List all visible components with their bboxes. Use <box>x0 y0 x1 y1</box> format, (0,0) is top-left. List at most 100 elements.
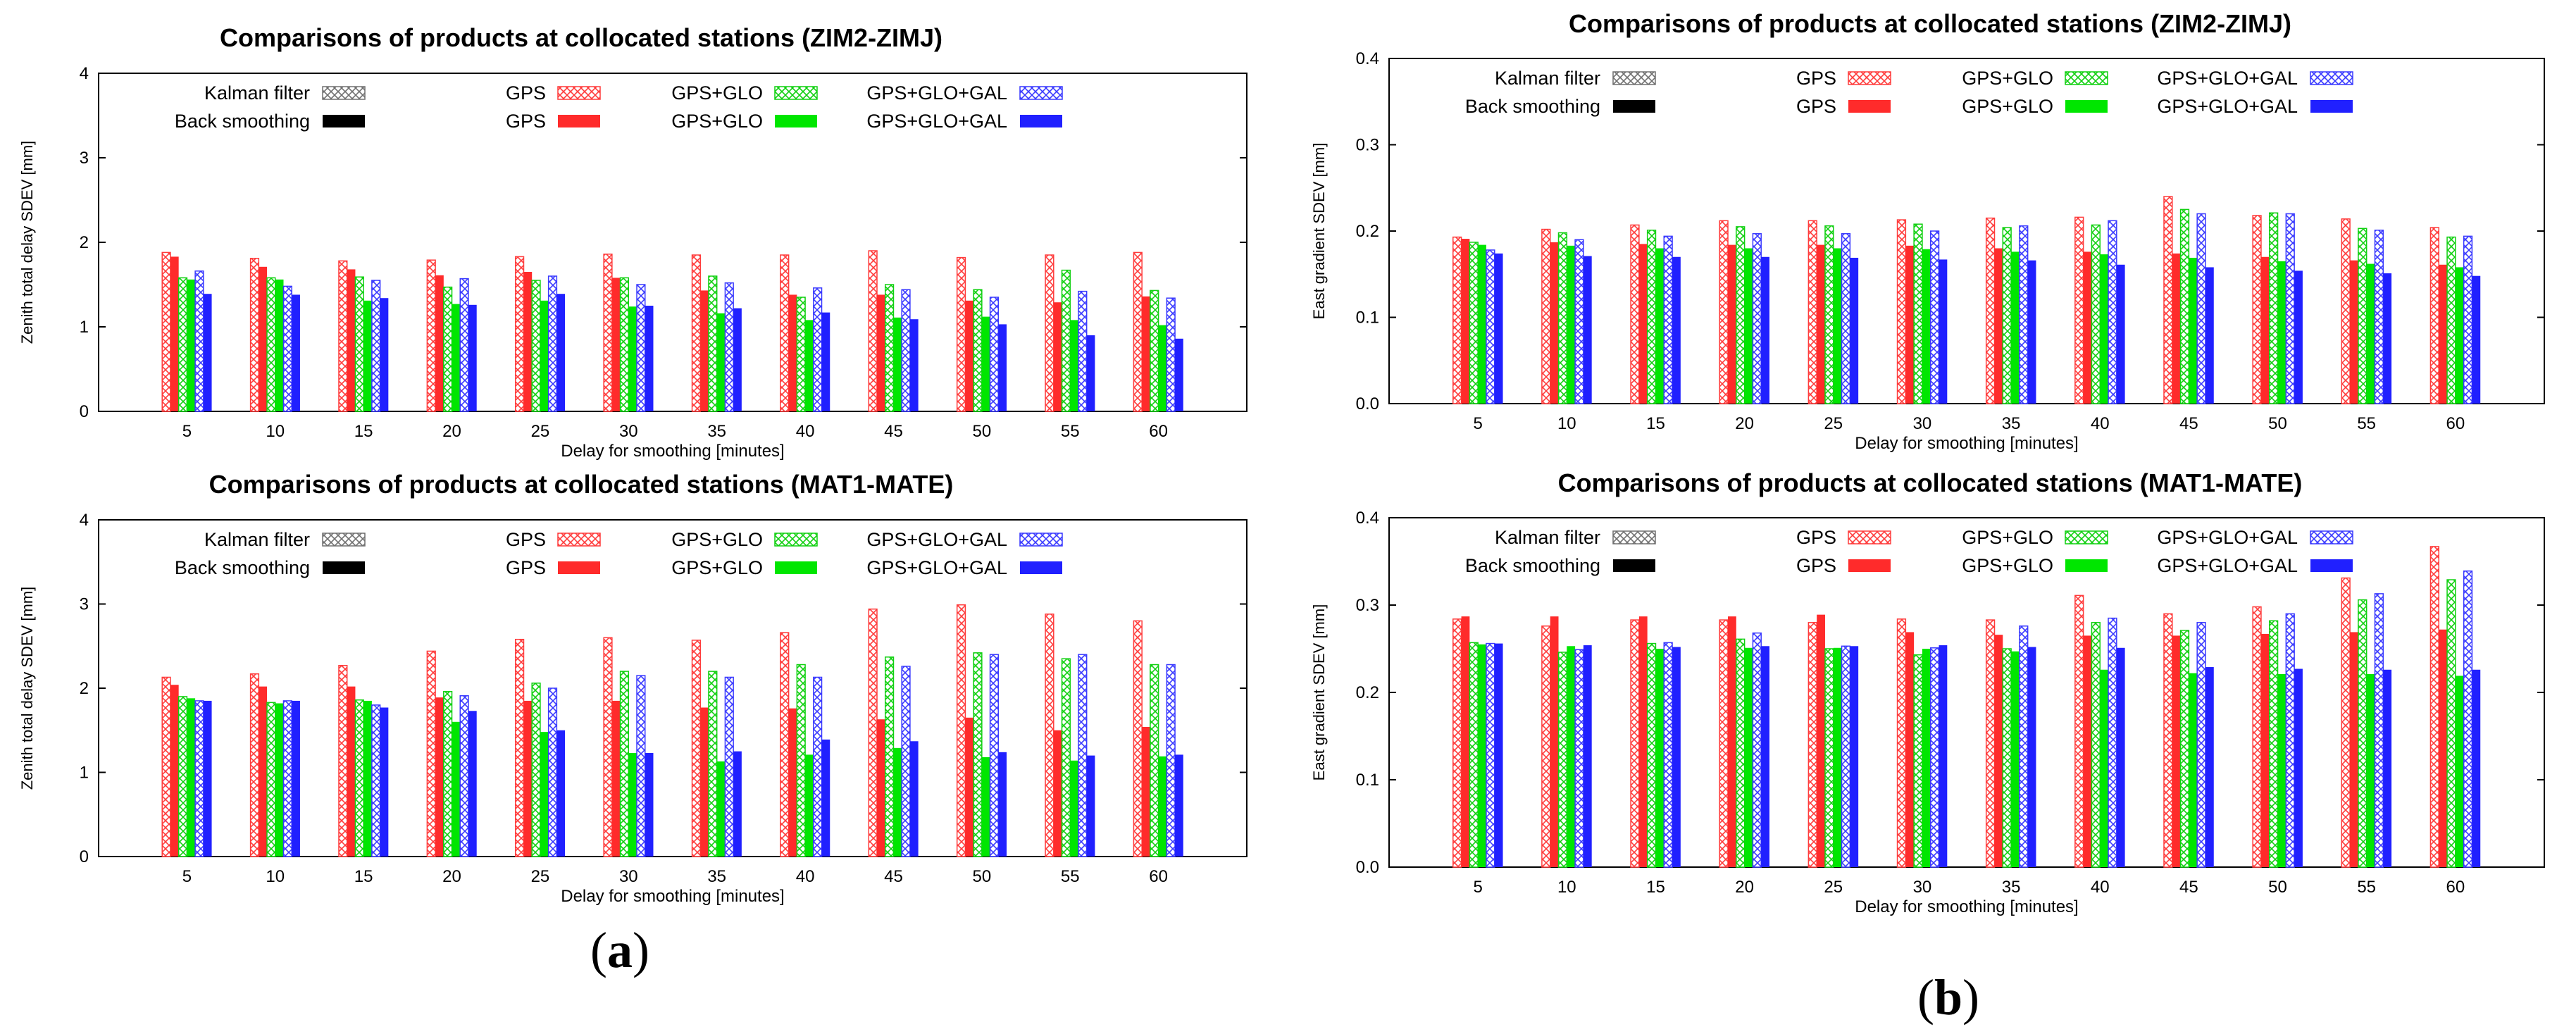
bar-gps-kalman-50 <box>956 604 966 857</box>
bar-gps-kalman-5 <box>161 251 171 412</box>
bar-gps-glo-back-35 <box>716 761 726 857</box>
x-tick-label: 35 <box>2002 414 2021 433</box>
y-tick-label: 0.1 <box>1356 771 1379 790</box>
bar-gps-kalman-45 <box>868 250 878 412</box>
bar-gps-glo-kalman-55 <box>1061 658 1071 857</box>
bar-gps-glo-gal-kalman-15 <box>371 280 381 412</box>
bar-gps-glo-kalman-45 <box>2179 630 2190 868</box>
bar-gps-glo-gal-back-25 <box>556 730 566 857</box>
bar-gps-glo-gal-kalman-15 <box>1663 235 1673 404</box>
legend-gps-glo-back-label: GPS+GLO <box>1962 555 2053 576</box>
x-tick-label: 15 <box>1646 414 1665 433</box>
bar-gps-back-40 <box>2083 635 2092 867</box>
bar-gps-back-35 <box>700 707 709 857</box>
bar-gps-glo-gal-kalman-45 <box>901 289 911 412</box>
bar-gps-glo-gal-kalman-5 <box>1486 249 1495 404</box>
x-tick-label: 30 <box>1913 878 1932 897</box>
x-tick-label: 30 <box>1913 414 1932 433</box>
bar-gps-kalman-35 <box>691 254 701 412</box>
bar-gps-glo-kalman-35 <box>2002 648 2012 868</box>
x-tick-label: 30 <box>619 867 638 886</box>
bar-gps-glo-gal-back-30 <box>1939 259 1948 404</box>
bar-gps-glo-kalman-50 <box>2268 212 2279 404</box>
bar-gps-kalman-50 <box>956 256 966 412</box>
bar-gps-back-40 <box>788 294 797 411</box>
x-tick-label: 35 <box>707 867 726 886</box>
x-axis-label: Delay for smoothing [minutes] <box>1855 897 2078 916</box>
bar-gps-glo-kalman-30 <box>619 671 630 857</box>
x-tick-label: 10 <box>266 867 285 886</box>
bar-gps-back-60 <box>2439 264 2448 404</box>
bar-gps-glo-gal-kalman-20 <box>1752 232 1762 404</box>
legend-gps-glo-gal-kalman-swatch <box>1019 86 1063 100</box>
bar-gps-kalman-5 <box>1452 618 1462 868</box>
bar-gps-glo-gal-back-15 <box>380 707 389 857</box>
x-tick-label: 40 <box>2091 414 2110 433</box>
legend-gps-kalman-swatch <box>1848 71 1891 85</box>
x-axis-label: Delay for smoothing [minutes] <box>1855 434 2078 453</box>
y-tick-label: 2 <box>80 679 89 698</box>
bar-gps-kalman-30 <box>1896 618 1907 868</box>
bar-gps-glo-gal-back-60 <box>2472 275 2481 404</box>
bar-gps-kalman-35 <box>691 640 701 857</box>
bar-gps-glo-gal-back-15 <box>380 298 389 411</box>
bar-gps-glo-gal-back-40 <box>821 312 830 411</box>
bar-gps-glo-gal-back-5 <box>203 700 212 857</box>
panel-label-b: (b) <box>1917 969 1979 1027</box>
bar-gps-glo-back-25 <box>540 732 549 857</box>
bar-gps-back-35 <box>1994 635 2003 867</box>
legend-gps-glo-gal-back-label: GPS+GLO+GAL <box>2157 555 2298 576</box>
bar-gps-glo-gal-back-55 <box>2383 669 2392 867</box>
bar-gps-kalman-10 <box>249 673 260 857</box>
bar-gps-glo-gal-back-5 <box>1494 253 1503 404</box>
bar-gps-back-5 <box>170 685 179 857</box>
legend-gps-glo-gal-back-swatch <box>2310 100 2353 113</box>
bar-gps-back-40 <box>788 708 797 857</box>
bar-gps-glo-kalman-25 <box>1824 648 1834 868</box>
bar-gps-back-40 <box>2083 251 2092 404</box>
bar-gps-glo-back-50 <box>2277 261 2286 404</box>
bar-gps-glo-gal-kalman-50 <box>2285 613 2295 868</box>
bar-gps-glo-back-25 <box>540 300 549 411</box>
legend-gps-glo-back-label: GPS+GLO <box>671 111 763 132</box>
bar-gps-kalman-15 <box>1630 619 1640 868</box>
bar-gps-kalman-40 <box>2074 216 2084 404</box>
bar-gps-glo-back-20 <box>1744 647 1753 867</box>
bar-gps-back-5 <box>1461 616 1470 867</box>
bar-gps-back-50 <box>2260 256 2270 404</box>
chart-title: Comparisons of products at collocated st… <box>1569 9 2291 38</box>
legend-gps-kalman-swatch <box>1848 530 1891 544</box>
legend-kalman-label: Kalman filter <box>1495 68 1600 89</box>
bar-gps-glo-back-15 <box>1655 248 1665 404</box>
x-tick-label: 50 <box>2268 878 2287 897</box>
bar-gps-glo-gal-back-5 <box>1494 643 1503 867</box>
x-tick-label: 15 <box>1646 878 1665 897</box>
bar-gps-glo-back-60 <box>1158 325 1167 411</box>
bar-gps-glo-gal-back-10 <box>292 294 300 411</box>
bar-gps-glo-gal-kalman-45 <box>2196 213 2206 404</box>
bar-gps-kalman-55 <box>2341 218 2351 404</box>
bar-gps-kalman-55 <box>2341 577 2351 868</box>
bar-gps-glo-gal-kalman-40 <box>813 676 823 857</box>
bar-gps-kalman-5 <box>1452 236 1462 404</box>
bar-gps-glo-kalman-5 <box>178 277 188 412</box>
bar-gps-glo-gal-kalman-30 <box>1929 230 1940 404</box>
y-tick-label: 0.2 <box>1356 222 1379 241</box>
x-tick-label: 50 <box>972 867 991 886</box>
x-tick-label: 50 <box>2268 414 2287 433</box>
bar-gps-glo-gal-back-45 <box>2205 667 2214 867</box>
bar-gps-kalman-10 <box>1541 228 1551 404</box>
bar-gps-glo-kalman-50 <box>2268 620 2279 868</box>
bar-gps-back-10 <box>259 266 268 411</box>
bar-gps-glo-kalman-25 <box>531 280 541 412</box>
bar-gps-glo-gal-kalman-50 <box>989 297 1000 412</box>
bar-gps-glo-gal-back-50 <box>998 752 1007 857</box>
x-tick-label: 50 <box>972 422 991 441</box>
bar-gps-glo-kalman-15 <box>354 699 364 857</box>
bar-gps-glo-gal-back-50 <box>2294 668 2303 867</box>
bar-gps-glo-back-45 <box>2189 257 2198 404</box>
bar-gps-kalman-25 <box>515 256 525 412</box>
bar-gps-kalman-45 <box>2163 613 2173 868</box>
legend-gps-glo-back-label: GPS+GLO <box>1962 96 2053 117</box>
